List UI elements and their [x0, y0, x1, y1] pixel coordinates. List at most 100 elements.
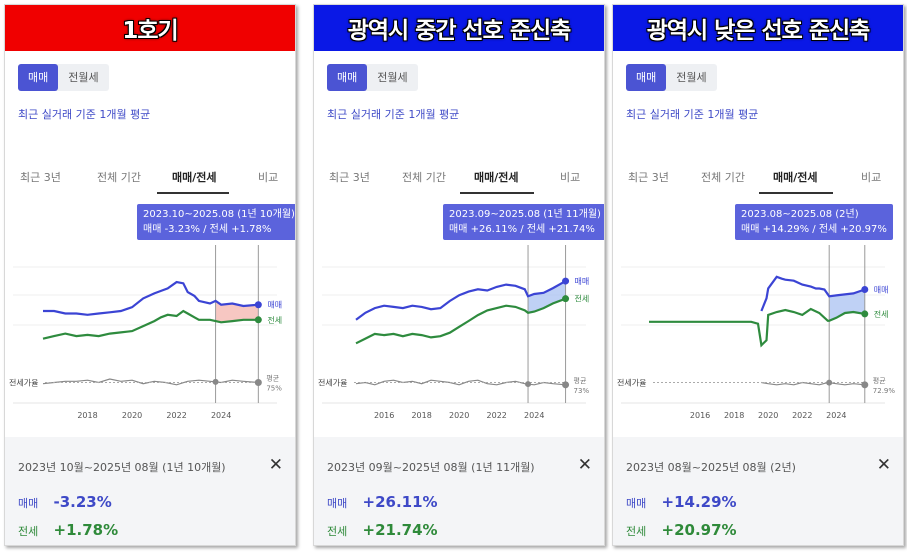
tooltip-range: 2023.08~2025.08 (2년)	[741, 209, 859, 220]
series-jeonse-line	[42, 309, 259, 340]
jeonse-line-label: 전세	[575, 294, 590, 304]
x-tick-label: 2022	[166, 411, 186, 420]
ratio-start-point	[212, 378, 219, 385]
toggle-sale[interactable]: 매매	[327, 64, 368, 91]
jeonse-end-point	[562, 295, 570, 303]
sale-line-label: 매매	[267, 301, 282, 310]
x-tick-label: 2020	[758, 411, 778, 420]
close-icon[interactable]: ✕	[577, 455, 592, 475]
banner-title: 1호기	[5, 5, 295, 51]
tab-all-period[interactable]: 전체 기간	[701, 171, 745, 184]
toggle-sale[interactable]: 매매	[18, 64, 59, 91]
sale-end-point	[254, 301, 262, 309]
ratio-label: 전세가율	[9, 378, 38, 388]
summary-jeonse-value: +21.74%	[362, 521, 438, 539]
toggle-sale[interactable]: 매매	[626, 64, 667, 91]
x-tick-label: 2016	[690, 411, 710, 420]
series-ratio-line	[42, 378, 259, 386]
toggle-rent[interactable]: 전월세	[676, 71, 707, 84]
jeonse-end-point	[254, 316, 262, 324]
summary-sale: 매매 -3.23%	[18, 493, 112, 511]
summary-sale-value: +26.11%	[362, 493, 438, 511]
summary-jeonse-label: 전세	[626, 525, 647, 538]
x-tick-label: 2024	[524, 411, 544, 420]
close-icon[interactable]: ✕	[268, 455, 283, 475]
tab-recent-3y[interactable]: 최근 3년	[628, 171, 669, 184]
x-tick-label: 2020	[449, 411, 469, 420]
summary-sale: 매매 +26.11%	[327, 493, 438, 511]
range-tooltip: 2023.09~2025.08 (1년 11개월) 매매 +26.11% / 전…	[443, 204, 604, 240]
range-tooltip: 2023.08~2025.08 (2년) 매매 +14.29% / 전세 +20…	[735, 204, 893, 240]
tooltip-range: 2023.10~2025.08 (1년 10개월)	[143, 209, 295, 220]
ratio-avg-label: 평균	[574, 376, 587, 385]
x-tick-label: 2018	[411, 411, 431, 420]
period-tabs: 최근 3년 전체 기간 매매/전세 비교	[613, 165, 903, 194]
summary-jeonse-value: +20.97%	[661, 521, 737, 539]
chart-subtitle: 최근 실거래 기준 1개월 평균	[18, 108, 151, 121]
ratio-label: 전세가율	[318, 378, 347, 388]
summary-sale-label: 매매	[18, 497, 39, 510]
ratio-label: 전세가율	[617, 378, 646, 388]
x-tick-label: 2020	[122, 411, 142, 420]
summary-box: 2023년 10월~2025년 08월 (1년 10개월) ✕ 매매 -3.23…	[5, 437, 295, 545]
ratio-avg-value: 72.9%	[873, 387, 896, 395]
selection-fill	[829, 289, 865, 321]
ratio-avg-label: 평균	[266, 374, 279, 383]
summary-sale-value: -3.23%	[53, 493, 112, 511]
x-tick-label: 2016	[374, 411, 394, 420]
toggle-rent[interactable]: 전월세	[68, 71, 99, 84]
summary-jeonse: 전세 +20.97%	[626, 521, 737, 539]
selection-fill	[528, 281, 566, 313]
tab-sale-jeonse[interactable]: 매매/전세	[172, 171, 217, 184]
summary-period: 2023년 08월~2025년 08월 (2년)	[626, 461, 796, 474]
tab-compare[interactable]: 비교	[560, 171, 581, 184]
tab-compare[interactable]: 비교	[258, 171, 279, 184]
chart-card-3: 광역시 낮은 선호 준신축 매매 전월세 최근 실거래 기준 1개월 평균 최근…	[612, 4, 904, 546]
toggle-rent[interactable]: 전월세	[377, 71, 408, 84]
deal-type-toggle: 매매 전월세	[18, 64, 109, 91]
sale-end-point	[861, 285, 869, 293]
sale-line-label: 매매	[575, 277, 590, 286]
active-tab-underline	[759, 192, 833, 194]
tab-compare[interactable]: 비교	[861, 171, 882, 184]
active-tab-underline	[157, 192, 229, 194]
chart-subtitle: 최근 실거래 기준 1개월 평균	[327, 108, 460, 121]
period-tabs: 최근 3년 전체 기간 매매/전세 비교	[5, 165, 295, 194]
ratio-avg-value: 75%	[266, 385, 282, 393]
ratio-start-point	[525, 381, 532, 388]
x-tick-label: 2022	[792, 411, 812, 420]
x-tick-label: 2018	[77, 411, 97, 420]
summary-jeonse: 전세 +21.74%	[327, 521, 438, 539]
chart-subtitle: 최근 실거래 기준 1개월 평균	[626, 108, 759, 121]
summary-sale-label: 매매	[626, 497, 647, 510]
tab-sale-jeonse[interactable]: 매매/전세	[773, 171, 818, 184]
series-jeonse-line	[649, 307, 865, 348]
series-sale-line	[760, 275, 866, 312]
tab-recent-3y[interactable]: 최근 3년	[20, 171, 61, 184]
chart-card-2: 광역시 중간 선호 준신축 매매 전월세 최근 실거래 기준 1개월 평균 최근…	[313, 4, 605, 546]
jeonse-end-point	[861, 310, 869, 318]
deal-type-toggle: 매매 전월세	[626, 64, 717, 91]
banner-title: 광역시 중간 선호 준신축	[314, 5, 604, 51]
tab-sale-jeonse[interactable]: 매매/전세	[474, 171, 519, 184]
summary-sale: 매매 +14.29%	[626, 493, 737, 511]
series-jeonse-line	[355, 297, 566, 345]
close-icon[interactable]: ✕	[876, 455, 891, 475]
x-tick-label: 2024	[826, 411, 846, 420]
tab-all-period[interactable]: 전체 기간	[97, 171, 141, 184]
tab-all-period[interactable]: 전체 기간	[402, 171, 446, 184]
sale-end-point	[562, 277, 570, 285]
tooltip-values: 매매 -3.23% / 전세 +1.78%	[143, 224, 272, 235]
range-tooltip: 2023.10~2025.08 (1년 10개월) 매매 -3.23% / 전세…	[137, 204, 295, 240]
jeonse-line-label: 전세	[874, 309, 889, 319]
series-sale-line	[43, 280, 259, 316]
ratio-start-point	[826, 379, 833, 386]
summary-sale-value: +14.29%	[661, 493, 737, 511]
summary-jeonse: 전세 +1.78%	[18, 521, 118, 539]
tab-recent-3y[interactable]: 최근 3년	[329, 171, 370, 184]
tooltip-range: 2023.09~2025.08 (1년 11개월)	[449, 209, 601, 220]
summary-jeonse-value: +1.78%	[53, 521, 119, 539]
sale-line-label: 매매	[874, 285, 889, 294]
